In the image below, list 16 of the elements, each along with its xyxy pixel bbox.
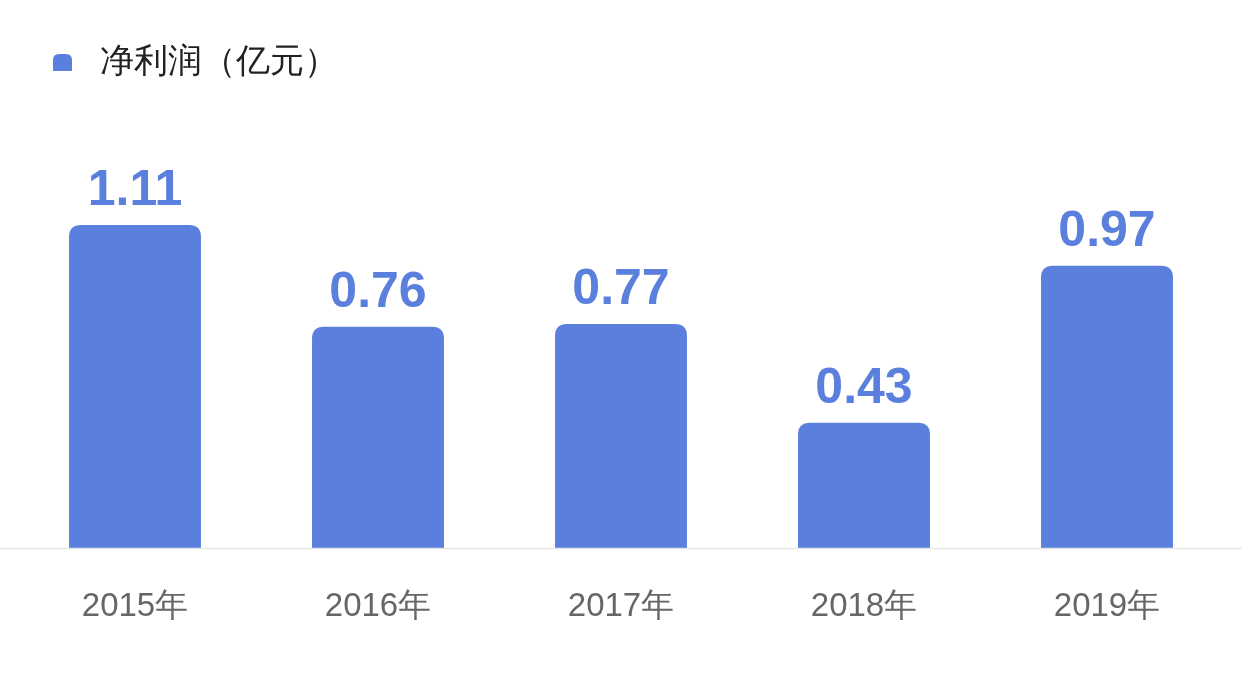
bar [1041, 265, 1173, 548]
legend-label: 净利润（亿元） [100, 40, 338, 80]
x-tick-label: 2018年 [810, 586, 918, 623]
bar [555, 323, 687, 548]
bar [69, 225, 201, 548]
x-tick-label: 2016年 [324, 586, 432, 623]
x-tick-label: 2017年 [567, 586, 675, 623]
x-tick-label: 2019年 [1053, 586, 1161, 623]
data-label: 0.97 [1058, 200, 1156, 257]
data-label: 0.77 [572, 258, 670, 315]
bar [798, 422, 930, 548]
data-label: 0.43 [815, 357, 913, 414]
bar [312, 326, 444, 548]
data-label: 0.76 [329, 261, 427, 318]
x-tick-label: 2015年 [81, 586, 189, 623]
data-label: 1.11 [87, 160, 183, 216]
